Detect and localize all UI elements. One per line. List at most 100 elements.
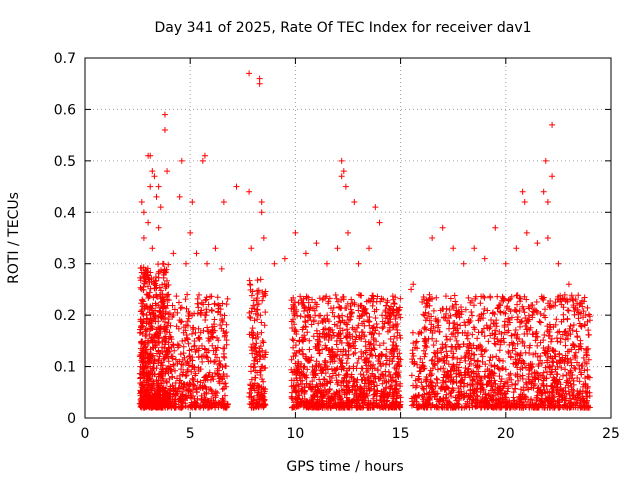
data-point [490, 404, 497, 411]
data-point [574, 359, 581, 366]
data-point [211, 327, 218, 334]
data-point [574, 388, 581, 395]
data-point [292, 342, 299, 349]
data-point [143, 332, 150, 339]
data-point [327, 358, 334, 365]
data-point [292, 229, 299, 236]
data-point [462, 365, 469, 372]
data-point [346, 331, 353, 338]
data-point [384, 397, 391, 404]
data-point [532, 350, 539, 357]
data-point [370, 295, 377, 302]
data-point [581, 399, 588, 406]
data-point [316, 295, 323, 302]
data-point [527, 342, 534, 349]
data-point [233, 183, 240, 190]
data-point [462, 306, 469, 313]
data-point [390, 353, 397, 360]
data-point [249, 341, 256, 348]
data-point [522, 394, 529, 401]
data-point [377, 360, 384, 367]
data-point [541, 331, 548, 338]
data-point [547, 298, 554, 305]
data-point [580, 400, 587, 407]
data-point [348, 296, 355, 303]
data-point [150, 294, 157, 301]
data-point [501, 318, 508, 325]
data-point [524, 330, 531, 337]
data-point [151, 173, 158, 180]
data-point [166, 310, 173, 317]
data-point [567, 322, 574, 329]
data-point [382, 361, 389, 368]
data-point [218, 317, 225, 324]
data-point [565, 281, 572, 288]
data-point [288, 305, 295, 312]
data-point [518, 318, 525, 325]
data-point [534, 342, 541, 349]
y-axis-label: ROTI / TECUs [6, 192, 22, 284]
data-point [534, 353, 541, 360]
data-point [540, 188, 547, 195]
data-point [390, 312, 397, 319]
data-point [306, 346, 313, 353]
data-point [254, 392, 261, 399]
data-point [456, 344, 463, 351]
data-point [185, 404, 192, 411]
data-point [548, 368, 555, 375]
data-point [468, 308, 475, 315]
data-point [212, 394, 219, 401]
data-point [137, 277, 144, 284]
data-point [428, 321, 435, 328]
data-point [392, 386, 399, 393]
data-point [397, 394, 404, 401]
data-point [516, 393, 523, 400]
data-point [191, 343, 198, 350]
data-point [191, 382, 198, 389]
data-point [505, 327, 512, 334]
data-point [144, 375, 151, 382]
data-point [450, 378, 457, 385]
data-points [136, 70, 593, 411]
data-point [261, 388, 268, 395]
data-point [315, 320, 322, 327]
data-point [356, 334, 363, 341]
data-point [553, 335, 560, 342]
data-point [189, 199, 196, 205]
data-point [536, 318, 543, 325]
data-point [458, 304, 465, 311]
data-point [355, 355, 362, 362]
data-point [300, 364, 307, 371]
data-point [467, 374, 474, 381]
data-point [345, 352, 352, 359]
data-point [410, 340, 417, 347]
data-point [466, 396, 473, 403]
data-point [165, 261, 172, 268]
data-point [497, 378, 504, 385]
data-point [423, 339, 430, 346]
data-point [446, 319, 453, 326]
data-point [256, 75, 263, 82]
data-point [338, 296, 345, 303]
x-tick-label: 15 [392, 426, 410, 442]
data-point [308, 386, 315, 393]
data-point [412, 384, 419, 391]
data-point [344, 321, 351, 328]
data-point [166, 391, 173, 398]
data-point [575, 292, 582, 299]
data-point [187, 229, 194, 236]
data-point [186, 380, 193, 387]
data-point [141, 280, 148, 287]
data-point [577, 337, 584, 344]
data-point [510, 360, 517, 367]
data-point [255, 401, 262, 408]
data-point [171, 347, 178, 354]
data-point [434, 390, 441, 397]
data-point [189, 363, 196, 370]
data-point [525, 318, 532, 325]
data-point [515, 377, 522, 384]
data-point [549, 385, 556, 392]
data-point [321, 330, 328, 337]
data-point [183, 359, 190, 366]
data-point [206, 372, 213, 379]
